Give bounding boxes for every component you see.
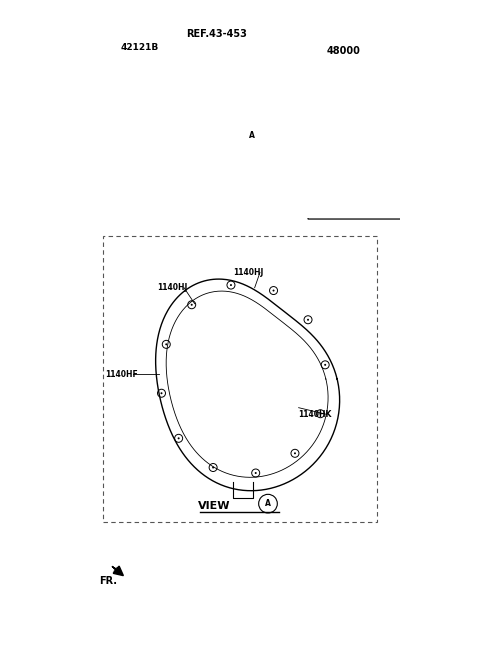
Circle shape bbox=[160, 392, 163, 394]
Text: REF.43-453: REF.43-453 bbox=[186, 29, 247, 39]
Text: 48000: 48000 bbox=[326, 46, 360, 56]
Text: FR.: FR. bbox=[99, 576, 117, 586]
Text: 1140HK: 1140HK bbox=[298, 410, 331, 419]
Circle shape bbox=[178, 438, 180, 440]
Circle shape bbox=[230, 284, 232, 286]
Text: VIEW: VIEW bbox=[197, 501, 230, 510]
Ellipse shape bbox=[345, 173, 369, 198]
Bar bbox=[407, 169, 425, 193]
Text: 1140HJ: 1140HJ bbox=[233, 268, 263, 277]
Ellipse shape bbox=[315, 141, 352, 184]
FancyArrow shape bbox=[112, 566, 123, 576]
Text: 1140HF: 1140HF bbox=[105, 370, 138, 379]
Circle shape bbox=[273, 290, 275, 292]
Circle shape bbox=[324, 364, 326, 366]
Text: A: A bbox=[265, 499, 271, 508]
Circle shape bbox=[294, 452, 296, 454]
Circle shape bbox=[165, 344, 167, 346]
Bar bbox=[103, 236, 377, 522]
Circle shape bbox=[212, 466, 214, 468]
Circle shape bbox=[319, 413, 322, 415]
Text: 1140HJ: 1140HJ bbox=[157, 283, 187, 292]
Ellipse shape bbox=[367, 135, 396, 170]
Circle shape bbox=[307, 319, 309, 321]
Bar bbox=[308, 146, 323, 176]
Circle shape bbox=[255, 472, 257, 474]
Text: 42121B: 42121B bbox=[121, 43, 159, 53]
Circle shape bbox=[191, 304, 192, 306]
Polygon shape bbox=[308, 95, 425, 219]
Text: A: A bbox=[249, 131, 255, 141]
